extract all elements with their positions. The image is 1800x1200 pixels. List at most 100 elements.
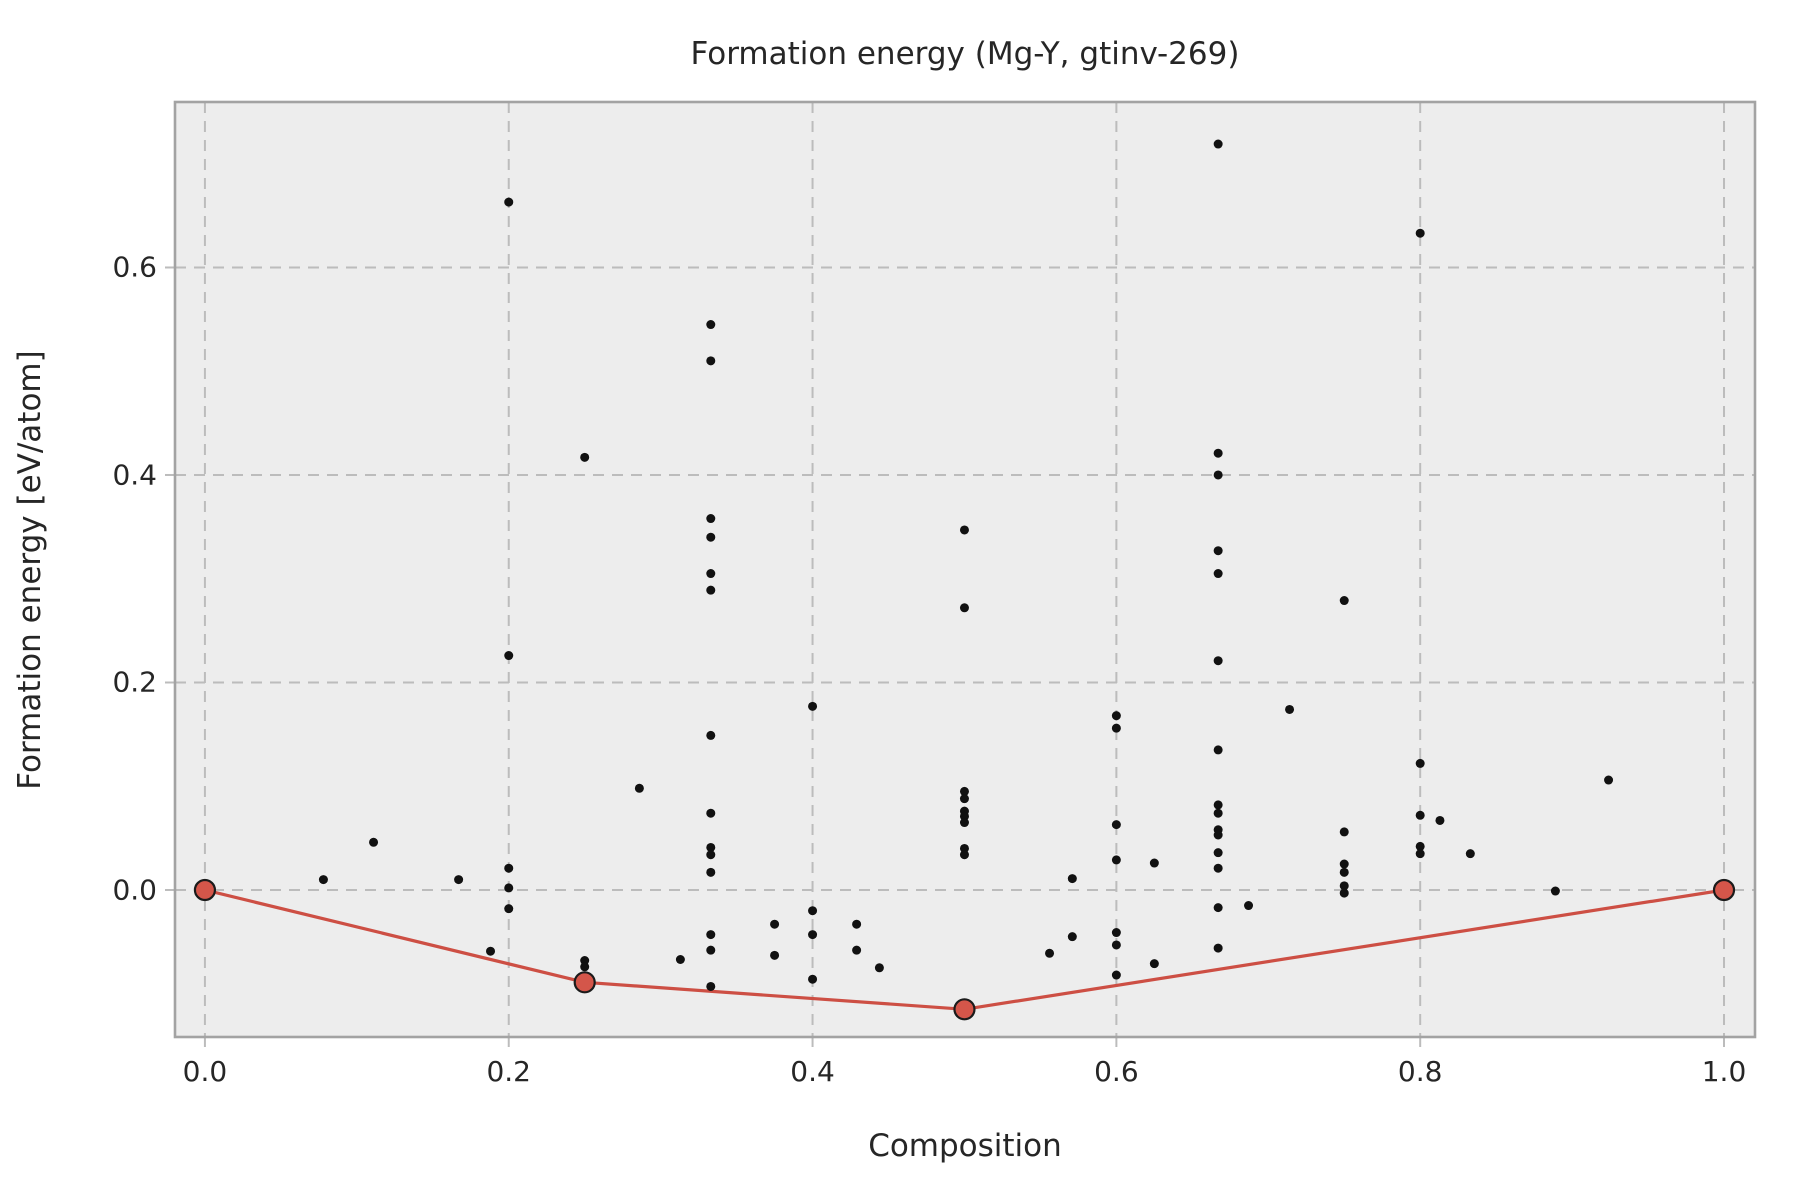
scatter-point xyxy=(504,651,514,661)
scatter-point xyxy=(504,863,514,873)
scatter-point xyxy=(959,603,969,613)
x-tick-label-0.8: 0.8 xyxy=(1397,1055,1443,1088)
scatter-point xyxy=(1339,827,1349,837)
scatter-point xyxy=(1111,928,1121,938)
scatter-point xyxy=(706,842,716,852)
scatter-point xyxy=(1415,228,1425,238)
scatter-point xyxy=(706,930,716,940)
axes-spines xyxy=(173,100,1757,1039)
scatter-point xyxy=(959,525,969,535)
scatter-point xyxy=(1067,874,1077,884)
y-tick-label-0.4: 0.4 xyxy=(112,458,157,492)
scatter-point xyxy=(1213,448,1223,458)
x-tick-label-0.6: 0.6 xyxy=(1094,1055,1139,1088)
y-axis-label: Formation energy [eV/atom] xyxy=(12,350,48,790)
scatter-point xyxy=(706,981,716,991)
scatter-point xyxy=(1213,745,1223,755)
scatter-point xyxy=(504,904,514,914)
scatter-point xyxy=(706,532,716,542)
chart-title: Formation energy (Mg-Y, gtinv-269) xyxy=(690,36,1240,72)
scatter-point xyxy=(1415,758,1425,768)
scatter-point xyxy=(959,811,969,821)
x-tick-label-0.4: 0.4 xyxy=(790,1055,835,1088)
scatter-point xyxy=(1213,830,1223,840)
hull-vertex-marker xyxy=(193,878,217,902)
scatter-point xyxy=(1213,808,1223,818)
scatter-point xyxy=(1111,711,1121,721)
scatter-point xyxy=(808,906,818,916)
y-tick-label-0.6: 0.6 xyxy=(112,250,157,284)
convex-hull-line xyxy=(204,888,1725,1011)
plot-background xyxy=(175,102,1755,1037)
scatter-point xyxy=(1339,596,1349,606)
scatter-point xyxy=(706,320,716,330)
x-tick-label-0.0: 0.0 xyxy=(182,1055,228,1088)
hull-vertex-marker xyxy=(1712,878,1736,902)
scatter-point xyxy=(852,919,862,929)
scatter-point xyxy=(1111,855,1121,865)
scatter-point xyxy=(1244,901,1254,911)
scatter-point xyxy=(1213,943,1223,953)
scatter-point xyxy=(369,837,379,847)
scatter-point xyxy=(580,452,590,462)
scatter-point xyxy=(852,945,862,955)
scatter-point xyxy=(1339,888,1349,898)
scatter-point xyxy=(1415,849,1425,859)
scatter-point xyxy=(1149,858,1159,868)
scatter-point xyxy=(318,875,328,885)
scatter-point xyxy=(808,974,818,984)
scatter-point xyxy=(504,883,514,893)
scatter-point xyxy=(959,818,969,828)
scatter-point xyxy=(874,963,884,973)
scatter-point xyxy=(706,356,716,366)
scatter-point xyxy=(1213,848,1223,858)
hull-vertex-marker xyxy=(953,998,976,1021)
scatter-point xyxy=(770,919,780,929)
scatter-point xyxy=(1067,932,1077,942)
hull-vertex-marker xyxy=(573,971,596,994)
scatter-point xyxy=(706,514,716,524)
scatter-point xyxy=(1285,704,1295,714)
scatter-point xyxy=(808,930,818,940)
scatter-point xyxy=(675,954,685,964)
scatter-point xyxy=(959,843,969,853)
scatter-point xyxy=(1339,859,1349,869)
scatter-point xyxy=(1415,810,1425,820)
scatter-point xyxy=(1111,970,1121,980)
scatter-point xyxy=(1213,800,1223,810)
scatter-point xyxy=(1213,470,1223,480)
scatter-point xyxy=(1339,881,1349,891)
scatter-point xyxy=(959,786,969,796)
scatter-point xyxy=(1045,948,1055,958)
scatter-point xyxy=(1415,841,1425,851)
scatter-point xyxy=(706,850,716,860)
scatter-point xyxy=(1604,775,1614,785)
scatter-point xyxy=(580,956,590,966)
y-tick-label-0.2: 0.2 xyxy=(112,665,157,699)
scatter-point xyxy=(706,808,716,818)
scatter-point xyxy=(1339,867,1349,877)
scatter-point xyxy=(634,783,644,793)
x-tick-label-0.2: 0.2 xyxy=(486,1055,531,1088)
scatter-point xyxy=(1111,940,1121,950)
scatter-point xyxy=(1213,139,1223,149)
scatter-point xyxy=(706,945,716,955)
x-axis-label: Composition xyxy=(868,1128,1062,1164)
scatter-point xyxy=(706,585,716,595)
scatter-point xyxy=(959,794,969,804)
scatter-point xyxy=(706,867,716,877)
scatter-point xyxy=(1213,656,1223,666)
x-tick-label-1.0: 1.0 xyxy=(1701,1055,1747,1088)
scatter-point xyxy=(1213,546,1223,556)
scatter-point xyxy=(706,730,716,740)
scatter-point xyxy=(1213,863,1223,873)
scatter-point xyxy=(1213,569,1223,579)
scatter-point xyxy=(959,850,969,860)
scatter-point xyxy=(580,962,590,972)
scatter-point xyxy=(1550,886,1560,896)
scatter-point xyxy=(770,950,780,960)
scatter-point xyxy=(1111,723,1121,733)
scatter-point xyxy=(1465,849,1475,859)
